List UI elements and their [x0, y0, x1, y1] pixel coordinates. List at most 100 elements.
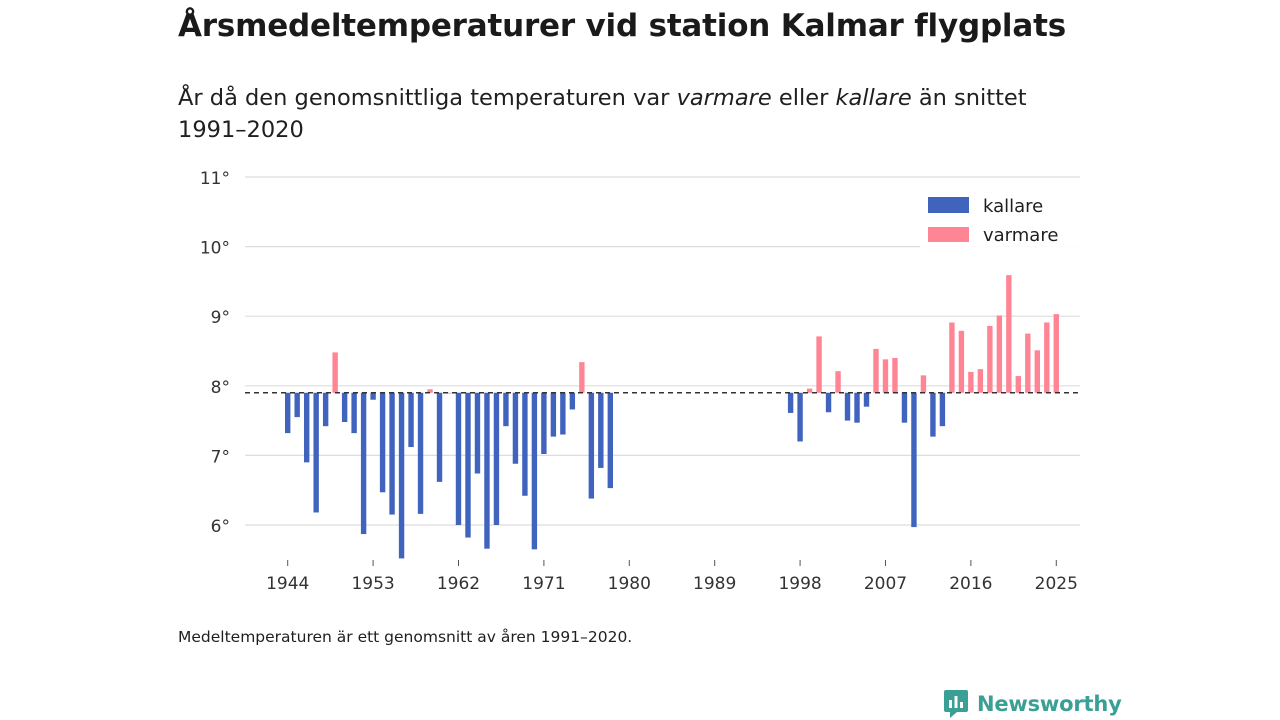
bar-2022: [1025, 333, 1031, 393]
bar-2005: [863, 392, 870, 407]
x-tick-label: 1998: [778, 574, 821, 594]
chart-title: Årsmedeltemperaturer vid station Kalmar …: [178, 8, 1066, 44]
bar-1954: [379, 392, 386, 493]
bar-2021: [1015, 376, 1022, 393]
bar-1944: [285, 392, 291, 434]
bar-1966: [493, 392, 500, 525]
bar-1970: [531, 392, 538, 550]
bar-2009: [901, 392, 908, 423]
bar-2010: [911, 392, 917, 528]
x-tick-label: 1971: [522, 574, 565, 594]
bar-1978: [607, 392, 614, 489]
bar-2001: [825, 392, 832, 413]
bar-1955: [389, 392, 395, 515]
subtitle-part3: än snittet 1991–2020: [178, 85, 1027, 143]
subtitle-colder: kallare: [835, 85, 912, 111]
bar-2025: [1053, 314, 1059, 393]
bar-1971: [541, 392, 547, 455]
bar-1977: [598, 392, 604, 468]
bar-1974: [569, 392, 576, 410]
bar-2007: [882, 359, 889, 393]
y-tick-label: 7°: [211, 447, 230, 467]
bar-2002: [835, 371, 841, 393]
bar-2020: [1006, 275, 1012, 393]
y-tick-label: 6°: [211, 517, 230, 537]
bar-1964: [474, 392, 481, 474]
x-tick-label: 1962: [437, 574, 480, 594]
bar-1951: [351, 392, 357, 434]
bar-1959: [427, 389, 433, 393]
gridlines: [245, 176, 1080, 526]
x-tick-label: 2025: [1035, 574, 1078, 594]
bar-2013: [939, 392, 946, 427]
bar-1956: [398, 392, 405, 559]
brand-name: Newsworthy: [977, 692, 1122, 716]
footnote: Medeltemperaturen är ett genomsnitt av å…: [178, 628, 633, 646]
bar-1952: [360, 392, 367, 535]
x-tick-label: 2016: [949, 574, 992, 594]
x-tick-label: 1989: [693, 574, 736, 594]
bar-1945: [294, 392, 300, 418]
bar-2024: [1044, 322, 1050, 393]
subtitle-part2: eller: [771, 85, 836, 111]
subtitle-warmer: varmare: [676, 85, 772, 111]
bar-1965: [484, 392, 490, 549]
bar-2014: [949, 322, 955, 393]
bar-2003: [844, 392, 851, 421]
brand-logo[interactable]: Newsworthy: [943, 688, 1122, 720]
bar-2000: [816, 336, 822, 393]
bars: [285, 275, 1059, 559]
bar-2015: [958, 330, 965, 393]
bar-2023: [1034, 350, 1040, 393]
bar-1997: [787, 392, 794, 413]
bar-2008: [892, 357, 898, 393]
bar-2012: [930, 392, 936, 437]
chart-subtitle: År då den genomsnittliga temperaturen va…: [178, 82, 1058, 146]
x-tick-label: 1980: [608, 574, 651, 594]
bar-1999: [806, 388, 813, 393]
bar-2011: [920, 375, 927, 393]
bar-1950: [341, 392, 348, 422]
bar-1948: [322, 392, 329, 427]
bar-2017: [977, 369, 984, 393]
bar-1967: [503, 392, 509, 427]
bar-1960: [436, 392, 443, 482]
legend-swatch-warmer: [928, 227, 969, 242]
x-tick-label: 2007: [864, 574, 907, 594]
legend-swatch-colder: [928, 197, 969, 213]
y-tick-label: 10°: [200, 239, 230, 259]
bar-1947: [313, 392, 319, 513]
newsworthy-logo-icon: [944, 690, 968, 718]
bar-1958: [417, 392, 424, 514]
bar-1968: [512, 392, 519, 464]
y-tick-label: 11°: [200, 169, 230, 189]
bar-1973: [560, 392, 566, 435]
y-axis-labels: 6° 7° 8° 9° 10° 11°: [200, 169, 230, 537]
x-axis: 1944 1953 1962 1971 1980 1989 1998 2007 2016 2025: [266, 560, 1078, 594]
x-tick-label: 1953: [351, 574, 394, 594]
bar-1969: [522, 392, 528, 496]
bar-1949: [332, 352, 338, 393]
bar-1961: [446, 392, 452, 394]
bar-1957: [408, 392, 414, 448]
bar-1976: [588, 392, 595, 499]
bar-1972: [550, 392, 557, 437]
legend-label-warmer: varmare: [983, 225, 1058, 246]
bar-2019: [996, 315, 1003, 393]
y-tick-label: 8°: [211, 378, 230, 398]
bar-1998: [797, 392, 803, 442]
subtitle-part1: År då den genomsnittliga temperaturen va…: [178, 85, 677, 111]
bar-1962: [455, 392, 462, 525]
bar-2004: [854, 392, 860, 423]
bar-1963: [465, 392, 471, 538]
y-tick-label: 9°: [211, 308, 230, 328]
bar-2016: [968, 371, 974, 393]
bar-2006: [873, 348, 879, 393]
x-tick-label: 1944: [266, 574, 309, 594]
bar-2018: [987, 325, 993, 393]
bar-1946: [303, 392, 310, 463]
bar-1975: [579, 362, 585, 393]
legend-label-colder: kallare: [983, 196, 1043, 217]
bar-1953: [370, 392, 376, 400]
